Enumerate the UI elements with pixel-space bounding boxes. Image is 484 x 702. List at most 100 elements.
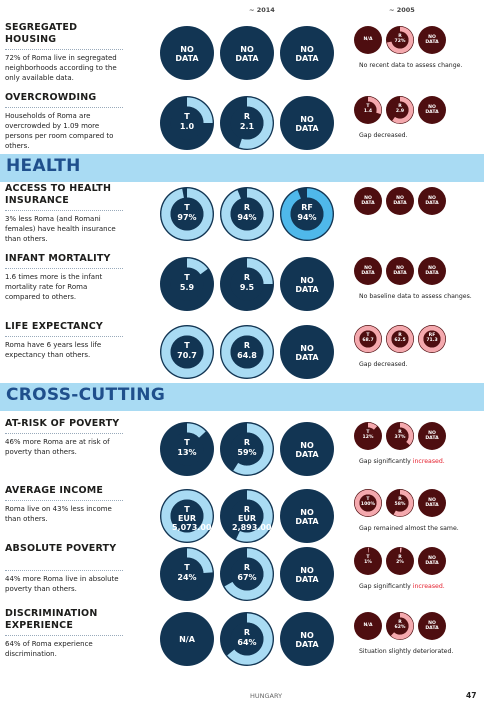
circle-value: 94%: [237, 213, 257, 222]
circle-group-label: RF: [428, 333, 436, 338]
indicator-title: SEGREGATED HOUSING: [5, 22, 78, 45]
indicator-circle-2005: NO DATA: [386, 257, 414, 285]
indicator-circle-2005: NO DATA: [386, 187, 414, 215]
circle-value: NO DATA: [361, 196, 375, 207]
circle-value: 67%: [237, 573, 257, 582]
indicator-circle-2005: R 62%: [386, 612, 414, 640]
indicator-description: Roma live on 43% less income than others…: [5, 500, 123, 524]
circle-value: NO DATA: [425, 266, 439, 277]
indicator-description: 44% more Roma live in absolute poverty t…: [5, 570, 123, 594]
indicator-circle-2005: RF 71.3: [418, 325, 446, 353]
circle-group-label: R: [243, 112, 251, 121]
section-band-cross-cutting: CROSS-CUTTING: [0, 383, 484, 411]
circle-group-label: R: [398, 555, 402, 560]
indicator-description: 1.6 times more is the infant mortality r…: [5, 268, 123, 302]
indicator-circle-2005: NO DATA: [418, 96, 446, 124]
circle-value: 1.4: [363, 109, 373, 114]
indicator-circle-2005: NO DATA: [418, 422, 446, 450]
circle-group-label: R: [398, 497, 402, 502]
change-note: Situation slightly deteriorated.: [359, 648, 453, 656]
indicator-description: 64% of Roma experience discrimination.: [5, 635, 123, 659]
circle-value: EUR 2,893.00: [232, 514, 272, 532]
circle-value: NO DATA: [295, 45, 319, 63]
indicator-title: ABSOLUTE POVERTY: [5, 543, 117, 554]
indicator-description: Roma have 6 years less life expectancy t…: [5, 336, 123, 360]
circle-value: NO DATA: [295, 441, 319, 459]
circle-value: 2.1: [239, 122, 255, 131]
change-note-text: Situation slightly deteriorated.: [359, 648, 454, 655]
circle-value: NO DATA: [295, 566, 319, 584]
change-note: Gap significantly increased.: [359, 583, 445, 591]
circle-value: 68.7: [362, 338, 374, 343]
change-note: Gap decreased.: [359, 132, 408, 140]
circle-group-label: R: [243, 203, 251, 212]
circle-group-label: R: [398, 333, 402, 338]
circle-value: 72%: [394, 39, 406, 44]
circle-value: NO DATA: [393, 266, 407, 277]
indicator-circle-2005: N/A: [354, 612, 382, 640]
circle-value: EUR 5,073.00: [172, 514, 212, 532]
circle-group-label: T: [366, 104, 370, 109]
change-note: No recent data to assess change.: [359, 62, 462, 70]
circle-value: NO DATA: [295, 631, 319, 649]
circle-value: 70.7: [177, 351, 197, 360]
change-note-text: Gap remained almost the same.: [359, 525, 459, 532]
circle-group-label: R: [243, 628, 251, 637]
indicator-title: DISCRIMINATION EXPERIENCE: [5, 608, 98, 631]
column-header-2005: ~ 2005: [389, 6, 415, 14]
circle-group-label: T: [184, 112, 190, 121]
circle-value: NO DATA: [175, 45, 199, 63]
indicator-circle-2005: R 62.5: [386, 325, 414, 353]
indicator-circle-2005: NO DATA: [354, 257, 382, 285]
circle-group-label: T: [184, 505, 190, 514]
circle-value: NO DATA: [425, 498, 439, 509]
indicator-title: AVERAGE INCOME: [5, 485, 104, 496]
circle-group-label: R: [398, 104, 402, 109]
circle-group-label: T: [184, 203, 190, 212]
indicator-circle-2014: R 64.8: [220, 325, 274, 379]
circle-value: 58%: [394, 502, 406, 507]
circle-value: NO DATA: [393, 196, 407, 207]
circle-value: NO DATA: [425, 621, 439, 632]
circle-value: 1.0: [179, 122, 195, 131]
indicator-circle-2014: R 67%: [220, 547, 274, 601]
indicator-circle-2005: NO DATA: [354, 187, 382, 215]
section-title-cross-cutting: CROSS-CUTTING: [6, 385, 166, 405]
indicator-circle-2014: T 5.9: [160, 257, 214, 311]
change-note-text: No recent data to assess change.: [359, 62, 463, 69]
indicator-circle-2014: NO DATA: [280, 26, 334, 80]
indicator-circle-2014: T 13%: [160, 422, 214, 476]
indicator-circle-2014: R 94%: [220, 187, 274, 241]
indicator-circle-2014: R 2.1: [220, 96, 274, 150]
circle-value: NO DATA: [295, 508, 319, 526]
indicator-title: LIFE EXPECTANCY: [5, 321, 104, 332]
circle-value: 94%: [297, 213, 317, 222]
circle-value: NO DATA: [425, 105, 439, 116]
circle-group-label: RF: [301, 203, 313, 212]
change-note: Gap remained almost the same.: [359, 525, 459, 533]
indicator-circle-2014: NO DATA: [280, 489, 334, 543]
indicator-circle-2005: T 100%: [354, 489, 382, 517]
indicator-title: OVERCROWDING: [5, 92, 97, 103]
circle-value: NO DATA: [425, 35, 439, 46]
circle-value: 97%: [177, 213, 197, 222]
indicator-circle-2005: T 68.7: [354, 325, 382, 353]
circle-value: 5.9: [179, 283, 195, 292]
circle-value: 64.8: [237, 351, 257, 360]
indicator-description: 72% of Roma live in segregated neighborh…: [5, 49, 123, 83]
circle-group-label: R: [398, 34, 402, 39]
circle-group-label: T: [184, 341, 190, 350]
indicator-circle-2005: T 1.4: [354, 96, 382, 124]
indicator-description: 46% more Roma are at risk of poverty tha…: [5, 433, 123, 457]
indicator-circle-2014: NO DATA: [280, 612, 334, 666]
indicator-circle-2005: NO DATA: [418, 26, 446, 54]
change-note-text: Gap decreased.: [359, 132, 408, 139]
change-note-text: No baseline data to assess changes.: [359, 293, 472, 300]
indicator-circle-2014: R 9.5: [220, 257, 274, 311]
indicator-title: ACCESS TO HEALTH INSURANCE: [5, 183, 112, 206]
circle-value: NO DATA: [361, 266, 375, 277]
circle-group-label: R: [243, 563, 251, 572]
circle-value: NO DATA: [295, 344, 319, 362]
indicator-description: Households of Roma are overcrowded by 1.…: [5, 107, 123, 151]
indicator-circle-2014: NO DATA: [220, 26, 274, 80]
